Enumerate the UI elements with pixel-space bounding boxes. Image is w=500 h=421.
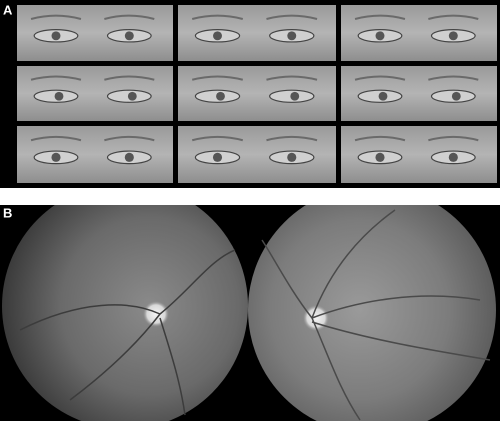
eyebrow xyxy=(354,14,406,20)
iris xyxy=(124,152,134,162)
optic-disc xyxy=(143,301,169,327)
eyebrow xyxy=(354,75,406,81)
iris xyxy=(212,152,223,162)
fundus-left xyxy=(2,205,248,421)
vessels xyxy=(19,249,236,416)
fundus-images xyxy=(2,205,496,421)
iris xyxy=(378,91,388,101)
eyebrow xyxy=(428,75,479,81)
eyebrow xyxy=(104,75,155,81)
iris xyxy=(290,91,300,101)
eyebrow xyxy=(104,135,155,142)
iris xyxy=(51,31,61,41)
iris xyxy=(375,31,385,41)
eyebrow xyxy=(191,135,244,142)
eyebrow xyxy=(104,14,155,20)
iris xyxy=(287,152,297,162)
eyebrow xyxy=(266,14,318,20)
iris xyxy=(54,91,64,101)
iris xyxy=(287,31,297,41)
eyebrow xyxy=(354,135,406,142)
iris xyxy=(448,31,458,41)
eyebrow xyxy=(428,135,479,142)
eyebrow xyxy=(191,14,244,20)
eyebrow xyxy=(30,135,82,142)
panel-label: B xyxy=(3,205,12,220)
eye-photo-grid xyxy=(17,5,497,183)
iris xyxy=(448,152,458,162)
eyebrow xyxy=(191,75,244,81)
eyebrow xyxy=(30,75,82,81)
eyebrow xyxy=(428,14,479,20)
panel-label: A xyxy=(3,2,13,17)
iris xyxy=(124,31,134,41)
eyebrow xyxy=(266,135,318,142)
iris xyxy=(127,91,137,101)
iris xyxy=(216,91,225,101)
vessels xyxy=(261,209,491,421)
iris xyxy=(451,91,461,101)
eyebrow xyxy=(266,75,318,81)
eyebrow xyxy=(30,14,82,20)
iris xyxy=(51,152,61,162)
iris xyxy=(213,31,222,41)
fundus-right xyxy=(248,205,496,421)
iris xyxy=(375,152,385,162)
